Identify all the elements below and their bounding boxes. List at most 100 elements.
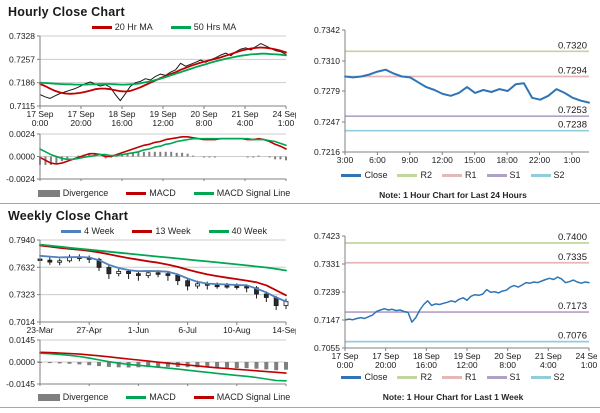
legend-item: 20 Hr MA <box>91 22 153 32</box>
svg-text:0.7014: 0.7014 <box>9 317 35 327</box>
svg-text:12:00: 12:00 <box>432 155 454 165</box>
svg-text:0.7400: 0.7400 <box>558 232 587 243</box>
legend-label: Close <box>364 170 388 180</box>
legend-label: R2 <box>420 170 432 180</box>
svg-text:0.7239: 0.7239 <box>314 287 340 297</box>
divergence-bar-swatch-icon <box>37 189 60 197</box>
blue-line-swatch-icon <box>341 375 362 379</box>
svg-text:0.0000: 0.0000 <box>9 357 35 367</box>
svg-text:0.7257: 0.7257 <box>9 54 35 64</box>
svg-text:0.7310: 0.7310 <box>314 56 340 66</box>
legend-label: Close <box>364 372 388 382</box>
legend-item: 50 Hrs MA <box>170 22 237 32</box>
s1-line-swatch-icon <box>486 173 507 177</box>
svg-text:22:00: 22:00 <box>529 155 551 165</box>
svg-text:1-Jun: 1-Jun <box>128 325 150 335</box>
svg-text:0.0145: 0.0145 <box>9 336 35 345</box>
legend-label: S2 <box>553 372 565 382</box>
svg-text:0.7279: 0.7279 <box>314 86 340 96</box>
legend-label: MACD Signal Line <box>216 392 291 402</box>
hourly-pivot-legend: Close R2 R1 S1 S2 <box>318 170 588 180</box>
section-divider <box>0 203 600 204</box>
svg-text:0.7320: 0.7320 <box>558 40 587 51</box>
r2-line-swatch-icon <box>397 375 418 379</box>
svg-text:3:00: 3:00 <box>337 155 354 165</box>
weekly-pivot-legend: Close R2 R1 S1 S2 <box>318 372 588 382</box>
r1-line-swatch-icon <box>441 173 462 177</box>
green-line-swatch-icon <box>193 191 214 195</box>
svg-text:0.7328: 0.7328 <box>9 33 35 41</box>
svg-text:0.7331: 0.7331 <box>314 259 340 269</box>
weekly-pivot-chart: 0.7423 0.7331 0.7239 0.7147 0.7055 17 Sep 0:00… <box>303 228 600 379</box>
svg-text:0.7216: 0.7216 <box>314 147 340 157</box>
hourly-macd-legend: Divergence MACD MACD Signal Line <box>36 188 292 198</box>
legend-item: Close <box>341 170 387 180</box>
r1-line-swatch-icon <box>441 375 462 379</box>
legend-label: Divergence <box>62 392 109 402</box>
blue-line-swatch-icon <box>60 229 81 233</box>
legend-label: R1 <box>464 372 477 382</box>
svg-text:0.7632: 0.7632 <box>9 262 35 272</box>
weekly-macd-chart: 0.0145 0.0000 -0.0145 <box>4 335 296 398</box>
legend-label: 50 Hrs MA <box>193 22 237 32</box>
legend-item: R1 <box>441 372 477 382</box>
svg-text:27-Apr: 27-Apr <box>76 325 102 335</box>
svg-text:0.7147: 0.7147 <box>314 315 340 325</box>
legend-item: R1 <box>441 170 477 180</box>
hourly-macd-chart: 0.0024 0.0000 -0.0024 <box>4 129 296 193</box>
legend-label: 40 Week <box>231 226 268 236</box>
svg-text:10-Aug: 10-Aug <box>223 325 251 335</box>
weekly-close-ma-chart: 0.7940 0.7632 0.7323 0.7014 23-Mar 27-Apr 1-Ju… <box>4 235 300 340</box>
hourly-pivot-chart: 0.7342 0.7310 0.7279 0.7247 0.7216 3:00 6:00 9:… <box>303 22 597 173</box>
svg-text:0.7238: 0.7238 <box>558 120 587 131</box>
legend-label: S1 <box>509 170 521 180</box>
svg-text:-0.0145: -0.0145 <box>6 379 35 389</box>
bottom-divider <box>0 407 600 408</box>
green-line-swatch-icon <box>208 229 229 233</box>
legend-label: R1 <box>464 170 477 180</box>
svg-text:14-Sep: 14-Sep <box>272 325 296 335</box>
svg-text:15:00: 15:00 <box>464 155 486 165</box>
svg-text:0.0000: 0.0000 <box>9 152 35 162</box>
hourly-pivot-note: Note: 1 Hour Chart for Last 24 Hours <box>379 190 527 200</box>
red-line-swatch-icon <box>132 229 153 233</box>
svg-text:0.7253: 0.7253 <box>558 105 587 116</box>
red-line-swatch-icon <box>193 395 214 399</box>
legend-label: Divergence <box>62 188 109 198</box>
svg-text:23-Mar: 23-Mar <box>27 325 54 335</box>
svg-text:0.7335: 0.7335 <box>558 252 587 263</box>
green-line-swatch-icon <box>170 25 191 29</box>
svg-text:0.7940: 0.7940 <box>9 237 35 245</box>
hourly-close-ma-chart: 0.7328 0.7257 0.7186 0.7115 17 Sep 0:00 17 Sep… <box>4 31 300 135</box>
hourly-ma-legend: 20 Hr MA 50 Hrs MA <box>36 22 292 32</box>
green-line-swatch-icon <box>126 395 147 399</box>
legend-item: S1 <box>486 170 521 180</box>
legend-item: S1 <box>486 372 521 382</box>
legend-item: 4 Week <box>60 226 114 236</box>
s1-line-swatch-icon <box>486 375 507 379</box>
svg-text:6:00: 6:00 <box>369 155 386 165</box>
svg-text:0.0024: 0.0024 <box>9 131 35 139</box>
svg-text:0.7115: 0.7115 <box>10 101 36 111</box>
red-line-swatch-icon <box>91 25 112 29</box>
legend-item: Divergence <box>37 188 109 198</box>
svg-text:0.7247: 0.7247 <box>314 117 340 127</box>
legend-item: MACD <box>126 392 176 402</box>
legend-item: S2 <box>530 170 565 180</box>
svg-text:0.7423: 0.7423 <box>314 231 340 241</box>
divergence-bar-swatch-icon <box>37 393 60 401</box>
legend-item: S2 <box>530 372 565 382</box>
s2-line-swatch-icon <box>530 173 551 177</box>
legend-item: R2 <box>397 170 432 180</box>
weekly-macd-legend: Divergence MACD MACD Signal Line <box>36 392 292 402</box>
